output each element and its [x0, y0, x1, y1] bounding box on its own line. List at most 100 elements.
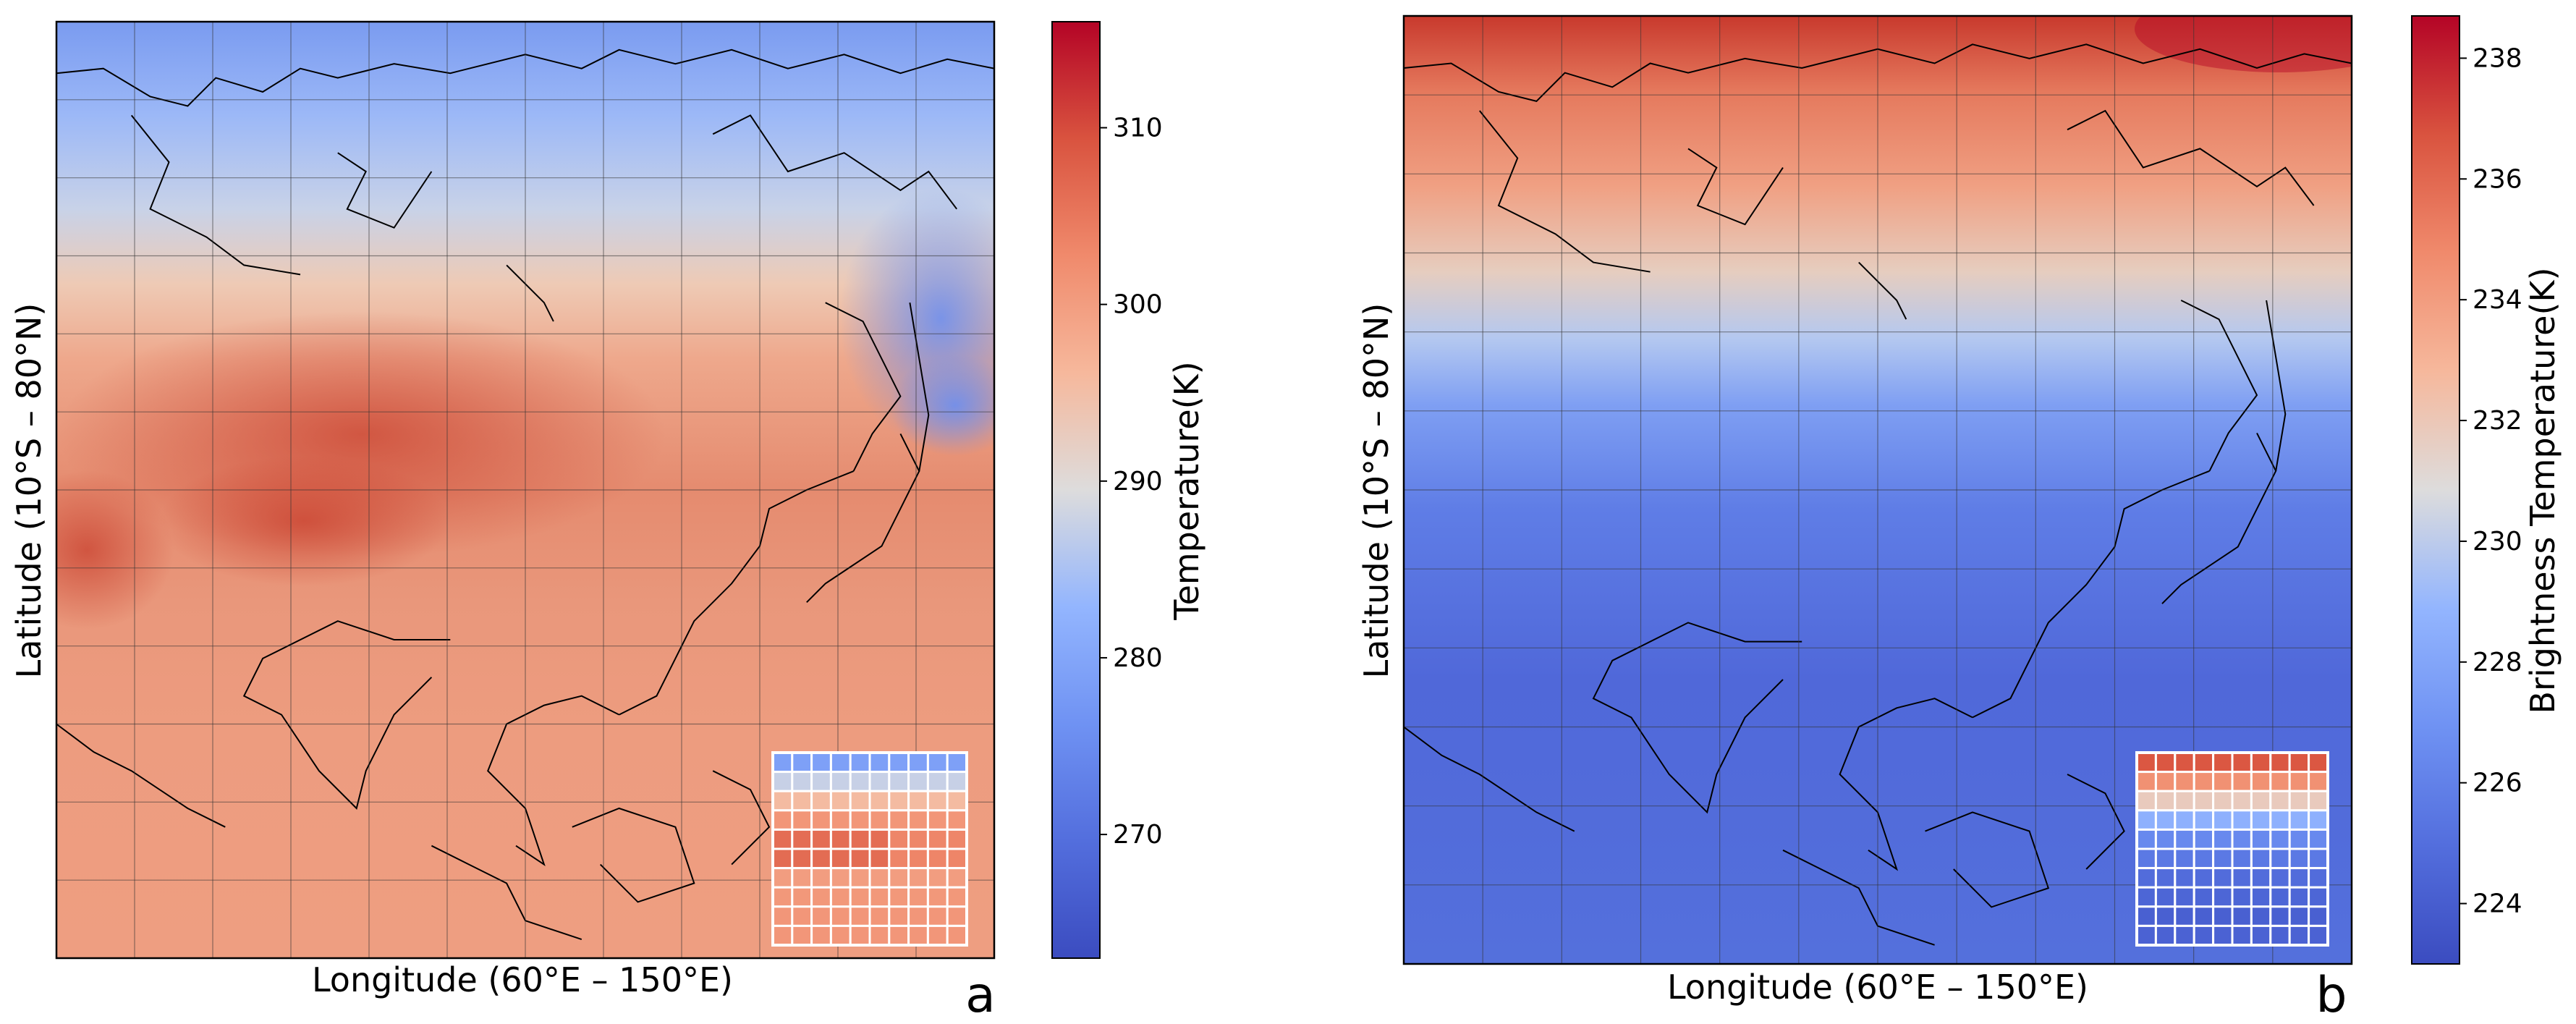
inset-cell: [849, 771, 871, 792]
inset-cell: [2154, 790, 2177, 812]
map-a-frame: [55, 20, 996, 960]
inset-cell: [2212, 809, 2234, 831]
inset-cell: [2212, 924, 2234, 947]
inset-cell: [868, 905, 891, 927]
inset-cell: [829, 751, 852, 774]
inset-cell: [2154, 924, 2177, 947]
inset-cell: [888, 828, 910, 850]
inset-cell: [2231, 847, 2253, 870]
panel-letter-a: a: [965, 967, 996, 1024]
inset-cell: [926, 828, 949, 850]
inset-cell: [2135, 886, 2157, 908]
inset-cell: [849, 847, 871, 870]
inset-cell: [2288, 867, 2310, 889]
colorbar-tick-label: 228: [2473, 648, 2522, 677]
inset-cell: [791, 771, 813, 792]
coastline: [56, 723, 226, 828]
inset-cell: [2250, 771, 2272, 792]
coastline: [825, 302, 902, 472]
inset-cell: [2174, 790, 2195, 812]
inset-cell: [791, 867, 813, 889]
inset-cell: [2288, 828, 2310, 850]
inset-cell: [2269, 771, 2291, 792]
inset-cell: [2269, 924, 2291, 947]
x-axis-label-a: Longitude (60°E – 150°E): [312, 960, 733, 999]
inset-cell: [888, 809, 910, 831]
inset-grid-b: [2135, 751, 2329, 947]
inset-cell: [868, 924, 891, 947]
inset-cell: [907, 809, 929, 831]
inset-cell: [2231, 828, 2253, 850]
inset-cell: [2288, 771, 2310, 792]
inset-cell: [2212, 790, 2234, 812]
colorbar-b-gradient: [2411, 15, 2460, 965]
colorbar-a-ticks: 270 280 290 300 310: [1100, 113, 1163, 850]
inset-cell: [810, 867, 832, 889]
inset-cell: [888, 924, 910, 947]
coastline: [487, 695, 620, 867]
inset-cell: [2174, 886, 2195, 908]
panel-letter-b: b: [2316, 967, 2347, 1024]
coastline: [806, 433, 920, 604]
map-a-field: [56, 22, 994, 958]
inset-cell: [868, 790, 891, 812]
inset-cell: [791, 905, 813, 927]
colorbar-tick-label: 238: [2473, 43, 2522, 73]
colorbar-tick-label: 280: [1113, 643, 1163, 673]
inset-cell: [907, 790, 929, 812]
inset-cell: [2308, 809, 2329, 831]
inset-cell: [2192, 751, 2215, 774]
coastline: [1925, 811, 2050, 908]
colorbar-tick-label: 224: [2473, 889, 2522, 919]
colorbar-b-label: Brightness Temperature(K): [2523, 267, 2562, 714]
inset-cell: [2250, 924, 2272, 947]
inset-cell: [829, 828, 852, 850]
inset-cell: [2231, 867, 2253, 889]
inset-cell: [829, 905, 852, 927]
inset-cell: [2135, 867, 2157, 889]
inset-cell: [2269, 847, 2291, 870]
coastline: [619, 470, 854, 716]
inset-cell: [946, 771, 968, 792]
coastline: [1404, 726, 1575, 832]
colorbar-a-gradient: [1051, 21, 1101, 959]
coastline: [1839, 698, 1973, 871]
inset-cell: [810, 847, 832, 870]
inset-cell: [946, 751, 968, 774]
inset-cell: [2288, 809, 2310, 831]
inset-cell: [829, 790, 852, 812]
inset-cell: [888, 905, 910, 927]
colorbar-tick-label: 232: [2473, 406, 2522, 436]
coastline: [242, 620, 451, 810]
inset-cell: [2154, 771, 2177, 792]
west-hot-spot: [56, 470, 174, 630]
inset-cell: [2135, 751, 2157, 774]
inset-cell: [2212, 886, 2234, 908]
inset-cell: [2308, 867, 2329, 889]
inset-cell: [829, 771, 852, 792]
inset-cell: [2174, 751, 2195, 774]
y-axis-label-b: Latitude (10°S – 80°N): [1357, 303, 1396, 679]
inset-cell: [2135, 809, 2157, 831]
colorbar-tick-label: 310: [1113, 113, 1163, 143]
coastline: [2180, 300, 2258, 472]
inset-cell: [868, 828, 891, 850]
inset-cell: [2154, 751, 2177, 774]
inset-cell: [2250, 828, 2272, 850]
inset-cell: [2212, 847, 2234, 870]
inset-cell: [907, 905, 929, 927]
inset-cell: [849, 924, 871, 947]
inset-cell: [2135, 771, 2157, 792]
inset-cell: [2135, 924, 2157, 947]
inset-cell: [926, 905, 949, 927]
x-axis-label-b: Longitude (60°E – 150°E): [1667, 968, 2088, 1007]
inset-cell: [2154, 847, 2177, 870]
colorbar-tick-label: 230: [2473, 527, 2522, 557]
inset-cell: [771, 847, 794, 870]
inset-cell: [2308, 905, 2329, 927]
inset-cell: [2135, 847, 2157, 870]
inset-cell: [2250, 867, 2272, 889]
colorbar-b-ticks: 224 226 228 230 232 234 236 238: [2460, 43, 2522, 919]
inset-cell: [946, 886, 968, 908]
inset-cell: [771, 828, 794, 850]
